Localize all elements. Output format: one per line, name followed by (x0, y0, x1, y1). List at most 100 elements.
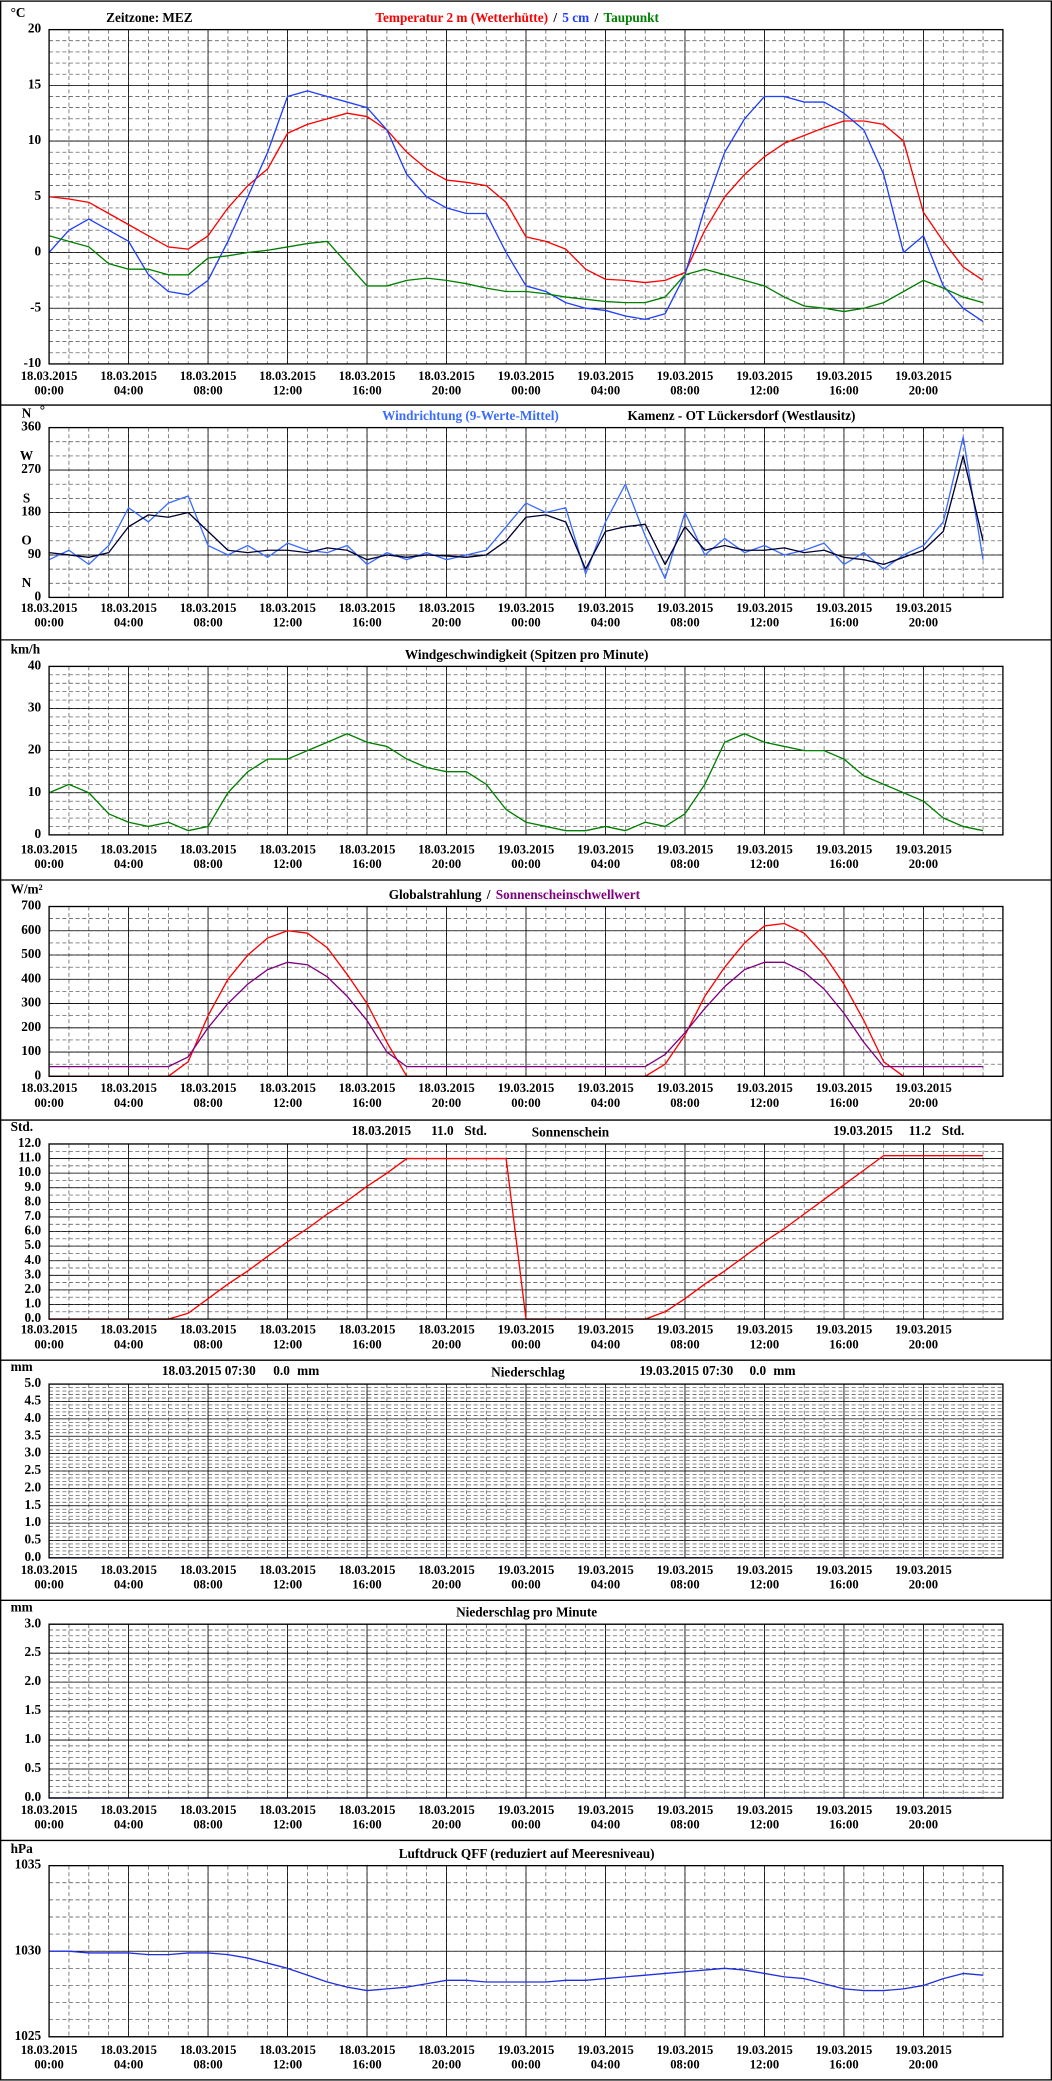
y-tick-label: 3.0 (25, 1445, 42, 1460)
y-tick-label: 1.0 (25, 1514, 42, 1529)
x-tick-label: 19.03.2015 08:00 (657, 1324, 714, 1351)
chart-title: Niederschlag (491, 1365, 565, 1380)
x-tick-label: 19.03.2015 04:00 (577, 371, 634, 398)
legend-separator: / (552, 10, 557, 25)
x-tick-label-text: 19.03.2015 20:00 (895, 2044, 952, 2072)
x-tick-label-text: 19.03.2015 16:00 (815, 1804, 873, 1832)
legend-label: Temperatur 2 m (Wetterhütte) (375, 10, 548, 25)
plot-frame (48, 665, 1004, 836)
x-tick-label: 18.03.2015 16:00 (339, 1805, 396, 1832)
y-tick-label: 0.0 (25, 1789, 42, 1804)
x-tick-label: 19.03.2015 04:00 (577, 1083, 634, 1110)
x-tick-label: 18.03.2015 04:00 (100, 1324, 157, 1352)
x-tick-label-text: 18.03.2015 04:00 (100, 2044, 157, 2072)
annotation-total: 11.0 (431, 1123, 454, 1138)
annotation-unit: Std. (942, 1123, 964, 1138)
x-tick-label-text: 18.03.2015 16:00 (338, 370, 396, 398)
x-tick-label: 18.03.2015 12:00 (259, 603, 316, 630)
x-tick-label: 19.03.2015 20:00 (895, 371, 952, 398)
y-tick-label: 200 (21, 1019, 41, 1034)
y-tick-label: 1.0 (25, 1731, 42, 1746)
x-tick-label-text: 19.03.2015 20:00 (895, 602, 952, 630)
x-tick-label: 18.03.2015 00:00 (21, 1805, 78, 1832)
x-tick-label-text: 19.03.2015 00:00 (497, 1804, 555, 1832)
y-tick-label: 1.0 (25, 1296, 42, 1311)
legend-label: Windrichtung (9-Werte-Mittel) (382, 408, 559, 423)
x-tick-label: 18.03.2015 12:00 (259, 371, 316, 398)
x-tick-label: 18.03.2015 04:00 (100, 603, 157, 630)
x-tick-label: 19.03.2015 12:00 (736, 603, 793, 630)
x-tick-label-text: 19.03.2015 04:00 (577, 2044, 634, 2072)
x-tick-label: 19.03.2015 08:00 (657, 1805, 714, 1832)
y-tick-label: 11.0 (19, 1150, 42, 1165)
x-tick-label: 19.03.2015 04:00 (577, 844, 634, 871)
compass-label: W (20, 448, 34, 463)
x-tick-label-text: 19.03.2015 12:00 (736, 1082, 793, 1111)
x-tick-label: 18.03.2015 20:00 (418, 1324, 475, 1351)
compass-label: N (22, 575, 32, 590)
x-tick-label: 19.03.2015 00:00 (498, 603, 555, 630)
x-tick-label: 18.03.2015 00:00 (21, 1083, 78, 1110)
x-tick-label-text: 18.03.2015 08:00 (179, 2044, 237, 2072)
x-tick-label-text: 18.03.2015 00:00 (20, 2044, 78, 2072)
x-tick-label-text: 19.03.2015 12:00 (736, 370, 793, 398)
x-tick-label: 18.03.2015 12:00 (259, 844, 316, 871)
x-tick-label-text: 19.03.2015 16:00 (815, 1324, 873, 1352)
compass-label: S (23, 490, 30, 505)
x-tick-label: 19.03.2015 00:00 (497, 844, 555, 872)
x-tick-label-text: 19.03.2015 08:00 (656, 1564, 714, 1592)
unit-label: km/h (11, 642, 41, 657)
x-tick-label: 19.03.2015 12:00 (736, 1565, 793, 1592)
x-tick-label-text: 19.03.2015 16:00 (815, 2044, 873, 2072)
chart-title: Luftdruck QFF (reduziert auf Meeresnivea… (399, 1846, 655, 1861)
x-tick-label-text: 19.03.2015 12:00 (736, 1324, 793, 1352)
legend-label: 5 cm (562, 10, 589, 25)
y-tick-label: 500 (21, 946, 41, 961)
x-tick-label: 18.03.2015 20:00 (418, 603, 475, 630)
x-tick-label: 18.03.2015 16:00 (339, 1565, 396, 1592)
x-tick-label-text: 18.03.2015 16:00 (338, 2044, 396, 2072)
x-tick-label-text: 18.03.2015 12:00 (259, 1804, 316, 1832)
x-tick-label-text: 19.03.2015 04:00 (577, 1564, 634, 1592)
x-tick-label: 19.03.2015 00:00 (497, 370, 555, 398)
x-tick-label-text: 19.03.2015 00:00 (497, 370, 555, 398)
annotation-date: 18.03.2015 07:30 (162, 1363, 256, 1378)
x-tick-label: 19.03.2015 20:00 (895, 844, 952, 871)
x-tick-label: 19.03.2015 12:00 (736, 1805, 793, 1832)
x-tick-label-text: 19.03.2015 04:00 (577, 602, 634, 630)
annotation-date: 19.03.2015 07:30 (639, 1363, 733, 1378)
y-tick-label: 30 (28, 700, 42, 715)
y-tick-label: 90 (28, 546, 42, 561)
data-line (48, 235, 984, 313)
annotation-unit: Std. (464, 1123, 486, 1138)
annotation: Zeitzone: MEZ (106, 10, 193, 25)
x-tick-label: 18.03.2015 16:00 (339, 603, 396, 630)
x-tick-label: 19.03.2015 00:00 (498, 1565, 555, 1592)
legend-label: Globalstrahlung (389, 887, 482, 902)
x-tick-label: 19.03.2015 08:00 (657, 2045, 714, 2072)
x-tick-label: 18.03.2015 20:00 (418, 371, 475, 398)
x-tick-label-text: 19.03.2015 00:00 (497, 844, 555, 872)
data-line (49, 1154, 984, 1320)
x-tick-label-text: 19.03.2015 12:00 (736, 2044, 793, 2072)
x-tick-label: 19.03.2015 12:00 (736, 844, 793, 871)
y-tick-label: 180 (21, 504, 41, 519)
y-tick-label: 10.0 (18, 1164, 42, 1179)
x-tick-label: 19.03.2015 16:00 (816, 371, 873, 398)
x-tick-label: 18.03.2015 04:00 (100, 844, 157, 872)
x-tick-label: 19.03.2015 00:00 (498, 1083, 555, 1110)
x-tick-label: 19.03.2015 04:00 (577, 2044, 634, 2072)
x-tick-label-text: 18.03.2015 20:00 (418, 1082, 475, 1111)
y-tick-label: 100 (21, 1043, 41, 1058)
x-tick-label-text: 18.03.2015 08:00 (179, 370, 237, 398)
x-tick-label: 18.03.2015 16:00 (339, 844, 396, 871)
y-tick-label: 2.0 (25, 1281, 42, 1296)
y-tick-label: 9.0 (25, 1179, 42, 1194)
x-tick-label-text: 18.03.2015 04:00 (100, 1324, 157, 1352)
x-tick-label-text: 18.03.2015 12:00 (259, 1324, 316, 1352)
x-tick-label-text: 18.03.2015 04:00 (100, 844, 157, 872)
x-tick-label-text: 19.03.2015 16:00 (815, 1564, 873, 1592)
x-tick-label-text: 19.03.2015 16:00 (815, 602, 873, 630)
unit-label: °C (11, 5, 26, 20)
annotation-date: 18.03.2015 (352, 1123, 412, 1138)
